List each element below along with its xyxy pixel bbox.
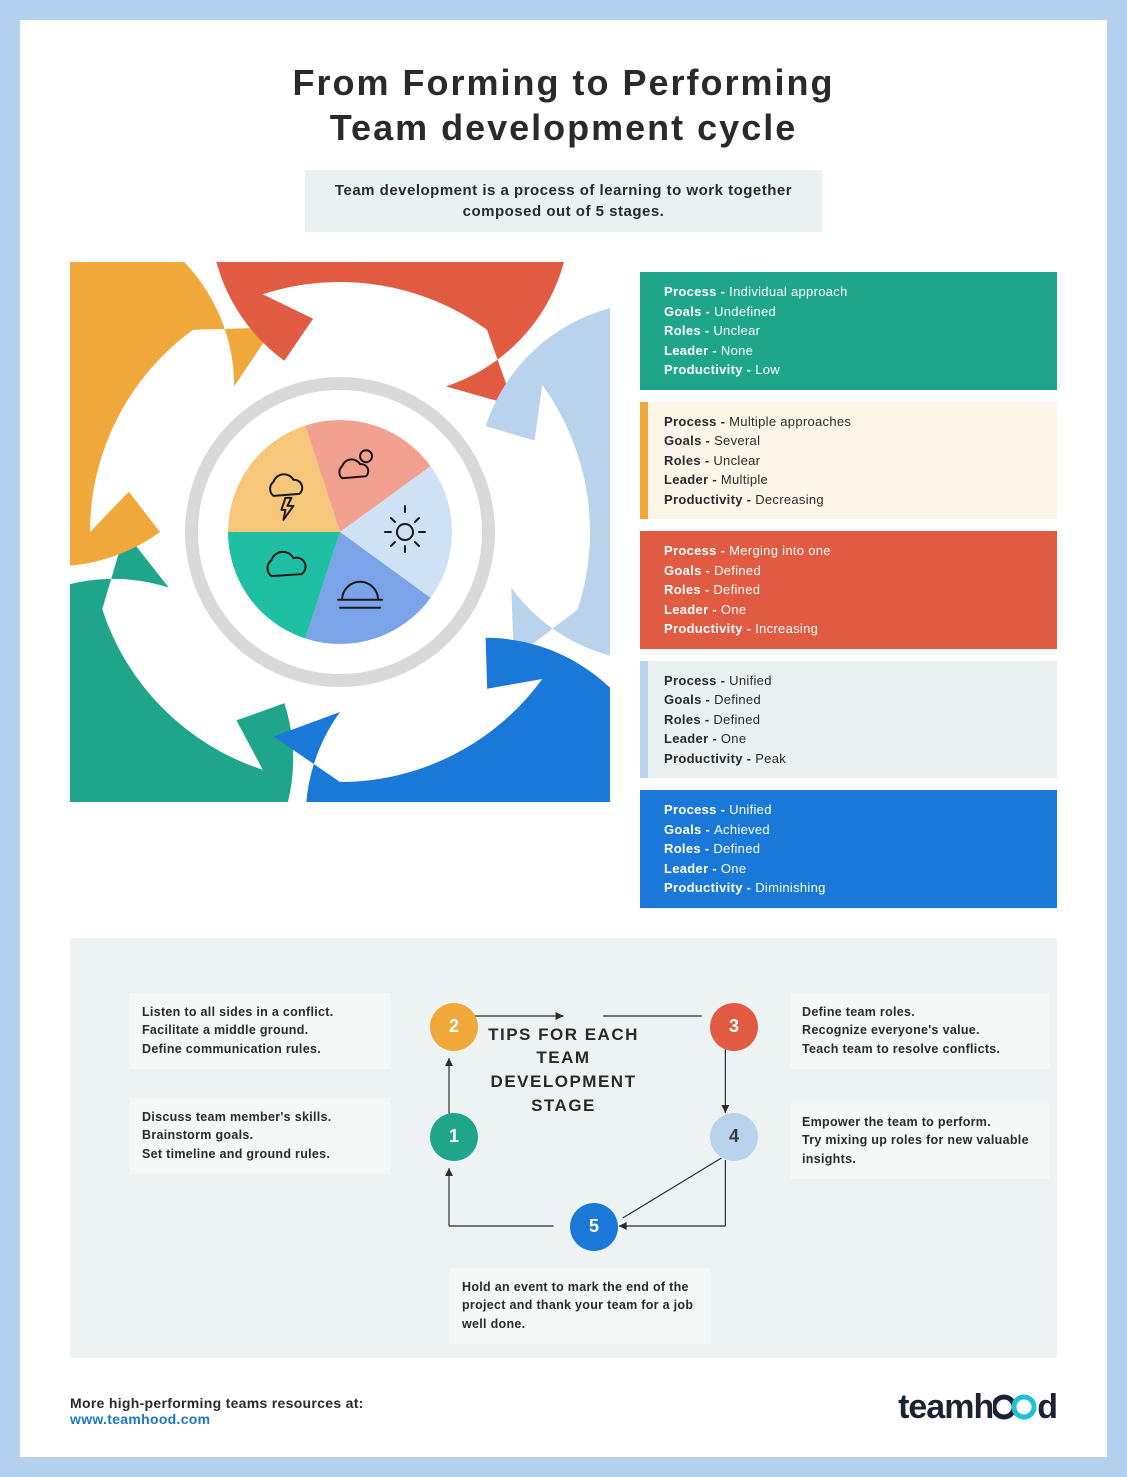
page-title: From Forming to Performing Team developm…	[70, 60, 1057, 150]
tip-node-3: 3	[710, 1003, 758, 1051]
cycle-segment-performing	[486, 302, 610, 662]
footer-link[interactable]: www.teamhood.com	[70, 1411, 210, 1427]
tip-text-4: Empower the team to perform.Try mixing u…	[790, 1103, 1050, 1179]
tip-text-5: Hold an event to mark the end of the pro…	[450, 1268, 710, 1344]
info-card-norming: Process - Merging into oneGoals - Define…	[640, 531, 1057, 649]
tip-node-1: 1	[430, 1113, 478, 1161]
title-line-2: Team development cycle	[330, 107, 798, 148]
tip-text-2: Listen to all sides in a conflict.Facili…	[130, 993, 390, 1069]
tip-node-4: 4	[710, 1113, 758, 1161]
footer: More high-performing teams resources at:…	[70, 1388, 1057, 1427]
tip-node-2: 2	[430, 1003, 478, 1051]
subtitle-box: Team development is a process of learnin…	[305, 170, 822, 232]
subtitle: Team development is a process of learnin…	[335, 180, 792, 222]
tips-panel: TIPS FOR EACH TEAM DEVELOPMENT STAGE 1 Di…	[70, 938, 1057, 1358]
brand-oo-icon	[993, 1388, 1037, 1427]
info-card-forming: Process - Individual approachGoals - Und…	[640, 272, 1057, 390]
tips-title: TIPS FOR EACH TEAM DEVELOPMENT STAGE	[464, 1023, 664, 1118]
cycle-diagram: FORMINGSTORMINGNORMINGPERFORMINGADJOURNI…	[70, 262, 610, 802]
stage-info-cards: Process - Individual approachGoals - Und…	[640, 262, 1057, 908]
brand-logo: teamh d	[898, 1388, 1057, 1427]
footer-label: More high-performing teams resources at:	[70, 1395, 364, 1411]
info-card-storming: Process - Multiple approachesGoals - Sev…	[640, 402, 1057, 520]
info-card-performing: Process - UnifiedGoals - DefinedRoles - …	[640, 661, 1057, 779]
cycle-segment-adjourning	[274, 638, 610, 802]
tip-text-1: Discuss team member's skills.Brainstorm …	[130, 1098, 390, 1174]
info-card-adjourning: Process - UnifiedGoals - AchievedRoles -…	[640, 790, 1057, 908]
tip-text-3: Define team roles.Recognize everyone's v…	[790, 993, 1050, 1069]
title-line-1: From Forming to Performing	[293, 62, 835, 103]
tip-node-5: 5	[570, 1203, 618, 1251]
infographic-page: From Forming to Performing Team developm…	[20, 20, 1107, 1457]
